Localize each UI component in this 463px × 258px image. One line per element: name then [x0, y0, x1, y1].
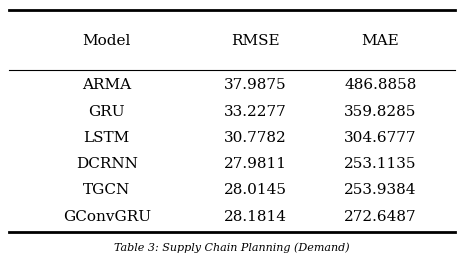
Text: MAE: MAE: [361, 34, 399, 48]
Text: 253.1135: 253.1135: [344, 157, 416, 171]
Text: TGCN: TGCN: [83, 183, 130, 197]
Text: Table 3: Supply Chain Planning (Demand): Table 3: Supply Chain Planning (Demand): [114, 243, 349, 253]
Text: 359.8285: 359.8285: [344, 104, 416, 119]
Text: 272.6487: 272.6487: [344, 209, 416, 223]
Text: ARMA: ARMA: [82, 78, 131, 92]
Text: 253.9384: 253.9384: [344, 183, 416, 197]
Text: GRU: GRU: [88, 104, 125, 119]
Text: Model: Model: [82, 34, 131, 48]
Text: 27.9811: 27.9811: [223, 157, 286, 171]
Text: 30.7782: 30.7782: [223, 131, 286, 145]
Text: DCRNN: DCRNN: [75, 157, 138, 171]
Text: 37.9875: 37.9875: [224, 78, 286, 92]
Text: 486.8858: 486.8858: [344, 78, 416, 92]
Text: 33.2277: 33.2277: [223, 104, 286, 119]
Text: RMSE: RMSE: [231, 34, 279, 48]
Text: 28.1814: 28.1814: [223, 209, 286, 223]
Text: LSTM: LSTM: [83, 131, 130, 145]
Text: 304.6777: 304.6777: [344, 131, 416, 145]
Text: GConvGRU: GConvGRU: [63, 209, 150, 223]
Text: 28.0145: 28.0145: [223, 183, 286, 197]
